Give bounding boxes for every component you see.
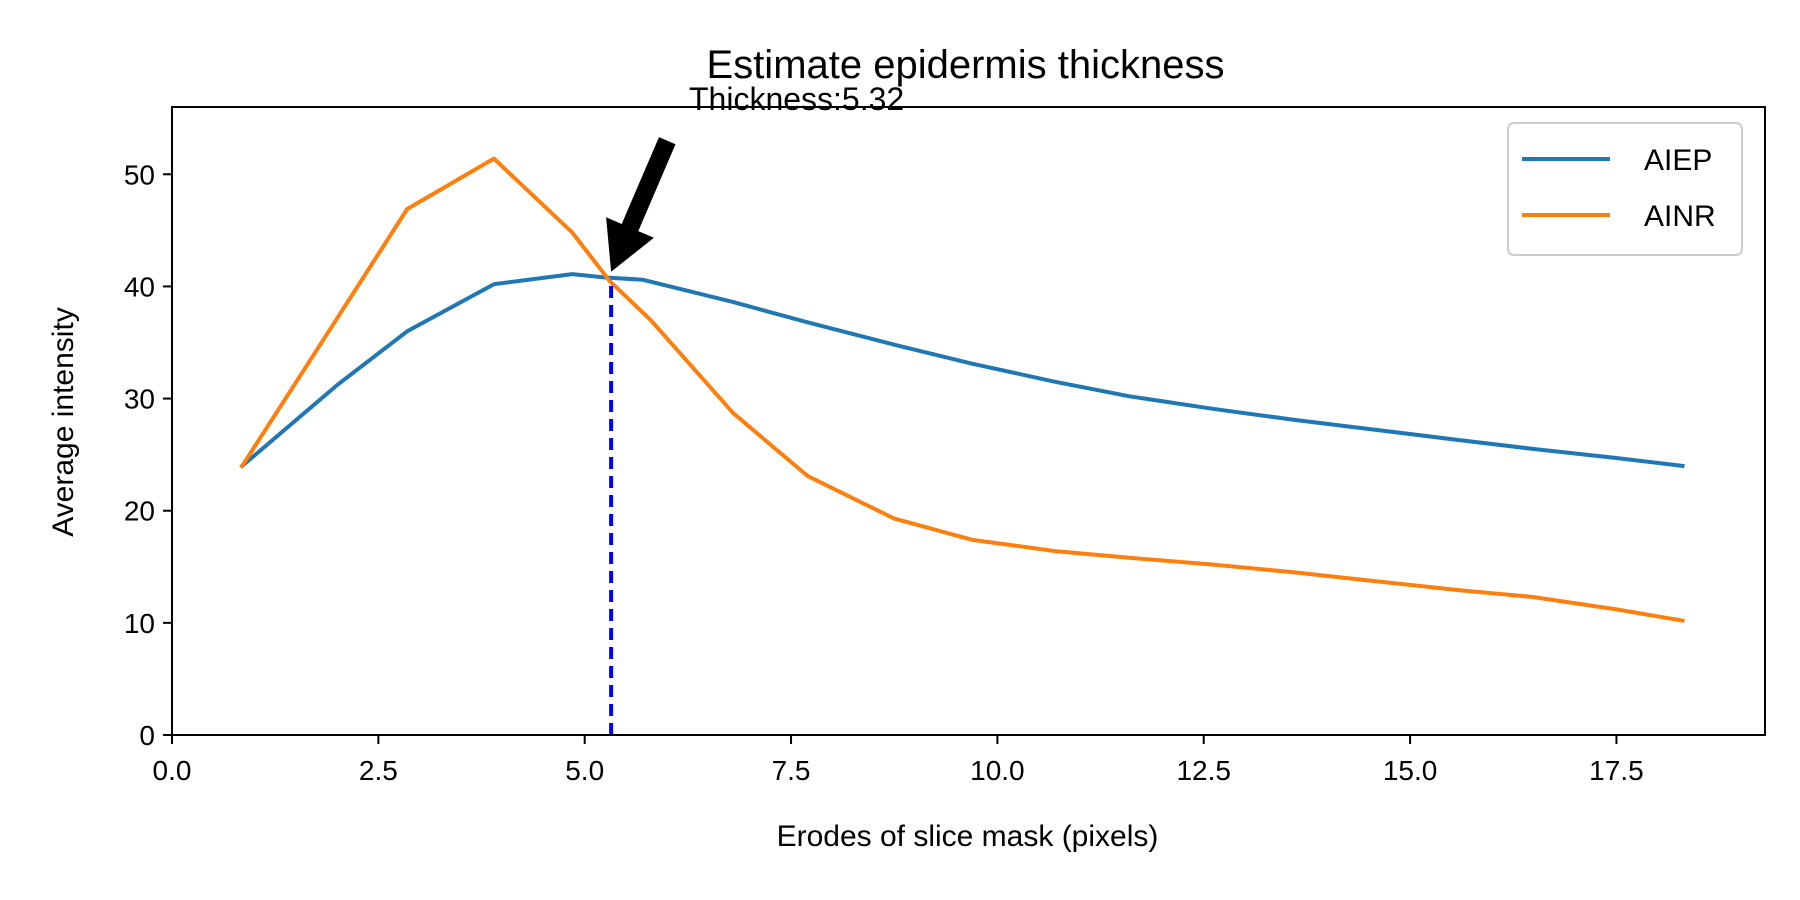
y-tick-label: 10	[124, 608, 155, 639]
x-tick-label: 15.0	[1383, 755, 1438, 786]
series-line-ainr	[239, 156, 1685, 623]
x-axis-label: Erodes of slice mask (pixels)	[777, 820, 1159, 853]
y-tick-label: 0	[139, 720, 155, 751]
x-tick-label: 2.5	[359, 755, 398, 786]
legend-box	[1507, 122, 1743, 256]
x-tick-label: 17.5	[1589, 755, 1644, 786]
y-tick-label: 20	[124, 496, 155, 527]
chart-title: Estimate epidermis thickness	[707, 43, 1225, 87]
legend: AIEP AINR	[1507, 122, 1743, 256]
plot-frame	[171, 106, 1766, 736]
series-line-aiep	[239, 272, 1685, 469]
x-tick-label: 0.0	[153, 755, 192, 786]
legend-label-aiep: AIEP	[1644, 144, 1712, 177]
legend-label-ainr: AINR	[1644, 200, 1716, 233]
x-tick-label: 10.0	[970, 755, 1025, 786]
y-axis-label: Average intensity	[47, 307, 80, 537]
annotation-arrow	[606, 137, 676, 272]
annotation-label: Thickness:5.32	[689, 81, 904, 117]
y-tick-label: 50	[124, 159, 155, 190]
x-tick-label: 7.5	[772, 755, 811, 786]
y-tick-label: 40	[124, 271, 155, 302]
x-tick-label: 12.5	[1176, 755, 1231, 786]
y-tick-label: 30	[124, 384, 155, 415]
x-tick-label: 5.0	[565, 755, 604, 786]
